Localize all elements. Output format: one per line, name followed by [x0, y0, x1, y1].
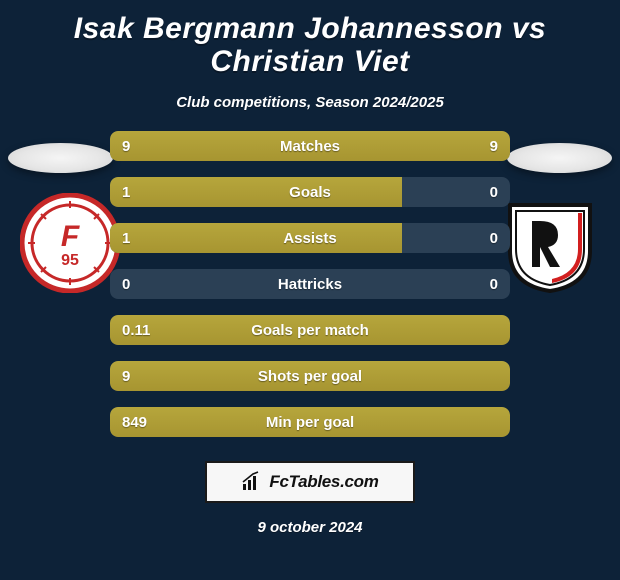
spotlight-right: [507, 143, 612, 173]
stat-row: 849Min per goal: [110, 407, 510, 437]
page-title: Isak Bergmann Johannesson vs Christian V…: [0, 0, 620, 84]
spotlight-left: [8, 143, 113, 173]
stat-label: Assists: [110, 223, 510, 253]
source-label: FcTables.com: [269, 472, 378, 492]
chart-icon: [241, 471, 263, 493]
svg-text:95: 95: [61, 252, 79, 269]
stat-row: 0.11Goals per match: [110, 315, 510, 345]
stat-label: Goals per match: [110, 315, 510, 345]
source-badge: FcTables.com: [205, 461, 415, 503]
stat-label: Min per goal: [110, 407, 510, 437]
fortuna-crest-icon: F 95: [20, 193, 120, 293]
subtitle: Club competitions, Season 2024/2025: [0, 94, 620, 111]
stats-stage: F 95 99Matches 10Goals 10Assists 00Hattrick…: [0, 131, 620, 441]
stat-row: 99Matches: [110, 131, 510, 161]
stat-label: Matches: [110, 131, 510, 161]
stat-row: 10Goals: [110, 177, 510, 207]
stat-label: Goals: [110, 177, 510, 207]
bars-container: 99Matches 10Goals 10Assists 00Hattricks 0.11…: [110, 131, 510, 453]
regensburg-crest-icon: [500, 193, 600, 293]
svg-text:F: F: [61, 220, 80, 253]
stat-label: Shots per goal: [110, 361, 510, 391]
team-crest-right: [500, 193, 600, 293]
stat-label: Hattricks: [110, 269, 510, 299]
stat-row: 10Assists: [110, 223, 510, 253]
stat-row: 00Hattricks: [110, 269, 510, 299]
stat-row: 9Shots per goal: [110, 361, 510, 391]
team-crest-left: F 95: [20, 193, 120, 293]
comparison-infographic: Isak Bergmann Johannesson vs Christian V…: [0, 0, 620, 580]
date-label: 9 october 2024: [0, 519, 620, 536]
